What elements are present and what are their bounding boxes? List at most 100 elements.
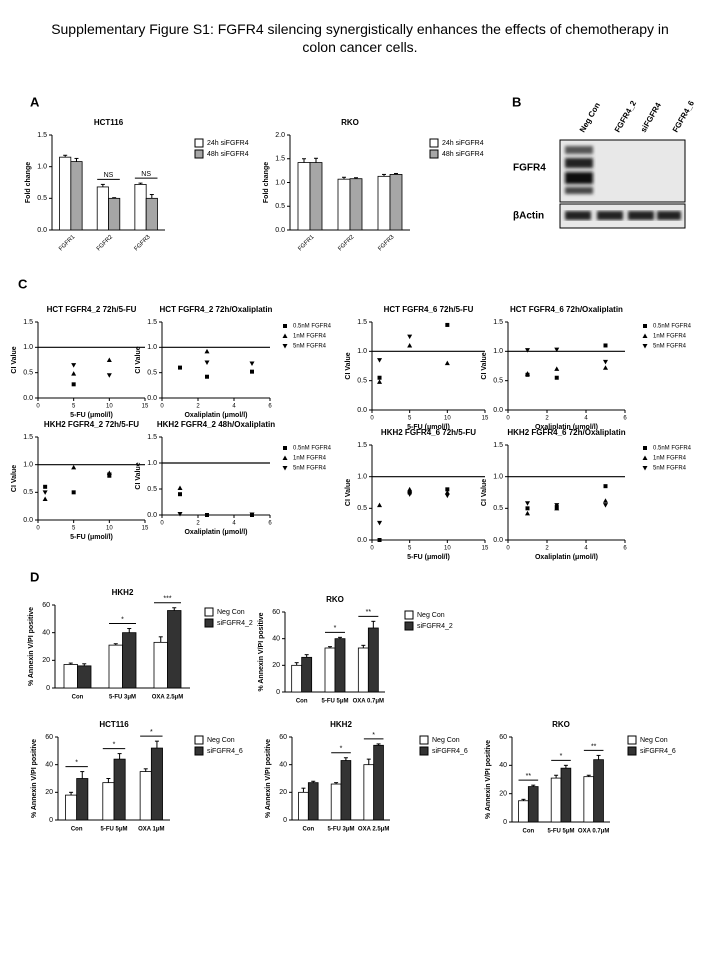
point [407,486,413,492]
x-tick-label: Con [302,827,314,833]
point [603,484,608,489]
x-tick-label: 0 [506,546,510,552]
y-tick-label: 1.5 [23,319,33,326]
significance-label: ** [591,743,597,750]
point [554,347,560,353]
y-tick-label: 1.0 [493,474,503,481]
point [444,493,450,499]
legend-label: Neg Con [640,737,668,744]
point [377,538,382,542]
point [603,365,608,370]
point [377,520,383,526]
legend-marker [642,344,648,349]
point [554,505,560,511]
x-tick-label: FGFR3 [134,234,153,253]
legend-label: 1nM FGFR4 [653,334,687,340]
y-tick-label: 40 [499,762,507,769]
point [407,342,413,348]
y-tick-label: 1.0 [147,344,157,351]
legend-label: 0.5nM FGFR4 [293,446,332,452]
y-tick-label: 40 [272,636,280,643]
legend-marker [642,466,648,471]
x-tick-label: 0 [160,521,164,527]
bar [145,197,158,231]
point [525,348,530,353]
x-tick-label: 0 [506,416,510,422]
figure-title: Supplementary Figure S1: FGFR4 silencing… [51,21,669,55]
y-axis-label: % Annexin V/PI positive [265,739,272,818]
chart-title: HCT FGFR4_6 72h/5-FU [384,305,474,314]
x-tick-label: 4 [584,416,588,422]
x-tick-label: Con [296,699,308,705]
bar [324,647,336,693]
point [177,485,183,490]
bar [349,178,363,231]
x-tick-label: 5 [72,526,76,532]
x-tick-label: 15 [142,404,149,410]
point [71,382,76,387]
x-tick-label: 4 [232,521,236,527]
bar [330,783,342,821]
y-tick-label: 1.0 [147,460,157,467]
bar [373,744,384,821]
point [603,498,608,503]
y-tick-label: 0.5 [23,489,33,496]
legend-swatch [194,735,204,745]
y-tick-label: 1.5 [357,319,367,326]
bar [298,791,309,821]
y-axis-label: CI Value [345,352,352,379]
y-tick-label: 1.5 [23,434,33,441]
x-tick-label: 2 [545,416,549,422]
y-tick-label: 1.0 [357,348,367,355]
y-tick-label: 40 [42,630,50,637]
chart-title: HCT116 [99,720,129,729]
y-tick-label: 40 [45,762,53,769]
bar [337,178,351,231]
significance-label: * [372,732,375,739]
point [377,379,383,384]
y-axis-label: % Annexin V/PI positive [258,612,265,691]
y-tick-label: 0 [46,685,50,692]
significance-label: * [150,729,153,736]
bands [565,146,593,194]
x-tick-label: 0 [36,526,40,532]
x-tick-label: Con [522,829,534,835]
significance-label: *** [163,596,171,603]
row-label: βActin [513,211,544,222]
x-axis-label: Oxaliplatin (μmol/l) [535,554,598,561]
y-tick-label: 1.0 [357,474,367,481]
bar [363,764,375,821]
point [525,510,530,516]
point [106,472,112,478]
legend-label: 0.5nM FGFR4 [293,324,332,330]
bar [297,162,311,231]
legend-marker [282,333,288,338]
bar [389,174,403,231]
point [525,371,530,376]
y-tick-label: 0.5 [275,203,285,210]
point [249,361,255,367]
legend-swatch [404,621,414,631]
point [204,348,210,354]
y-tick-label: 60 [272,609,280,616]
bar [527,786,539,823]
bar [301,656,313,693]
legend-label: Neg Con [207,737,235,744]
point [178,365,182,370]
x-tick-label: Con [72,695,84,701]
y-axis-label: CI Value [11,346,18,373]
y-tick-label: 20 [279,789,287,796]
y-tick-label: 0.5 [493,505,503,512]
y-tick-label: 0.5 [357,378,367,385]
x-tick-label: 5 [72,404,76,410]
point [42,496,48,501]
point [178,492,182,497]
legend-swatch [429,138,439,148]
bar [340,760,352,821]
point [407,492,413,497]
x-tick-label: 10 [444,416,451,422]
x-tick-label: 6 [268,404,272,410]
x-tick-label: 6 [268,521,272,527]
legend-label: 48h siFGFR4 [442,151,484,158]
